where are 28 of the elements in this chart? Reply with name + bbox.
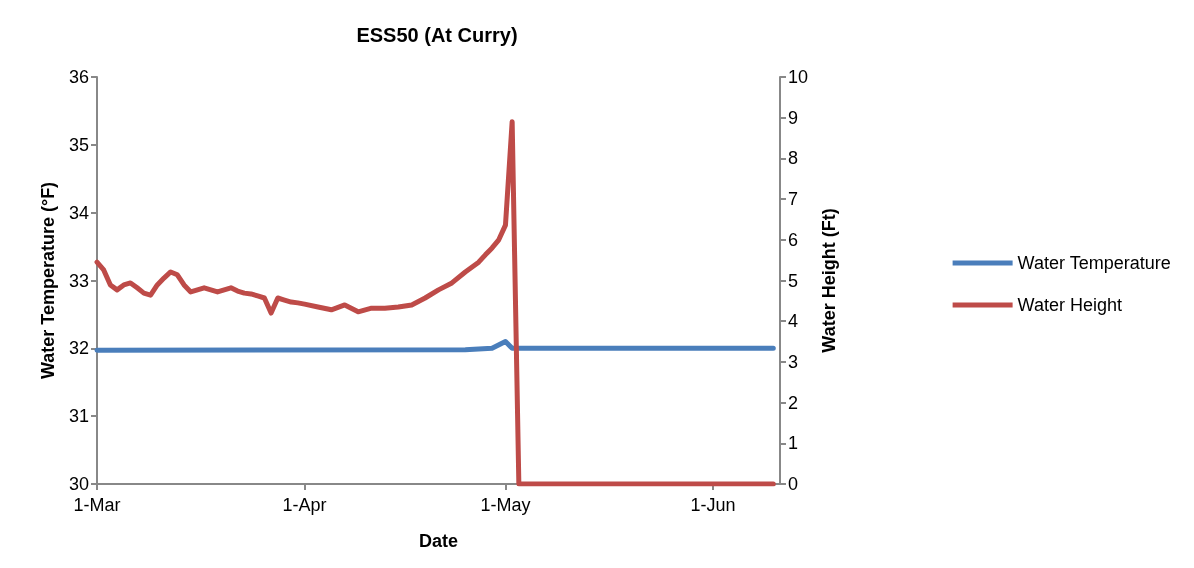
- y-tick-label: 36: [68, 67, 89, 87]
- x-tick-label: 1-Jun: [690, 495, 736, 515]
- y2-tick-label: 1: [788, 433, 799, 454]
- y2-tick-label: 4: [788, 311, 799, 332]
- chart-title: ESS50 (At Curry): [356, 24, 518, 46]
- y-tick-label: 31: [68, 406, 89, 427]
- x-tick-label: 1-Apr: [282, 495, 327, 515]
- y2-tick-label: 8: [788, 148, 799, 169]
- y2-tick-label: 7: [788, 189, 799, 210]
- y2-tick-label: 0: [788, 474, 799, 494]
- y2-tick-label: 3: [788, 351, 799, 372]
- y-tick-label: 32: [68, 338, 89, 359]
- y2-axis-title: Water Height (Ft): [819, 208, 839, 353]
- y2-tick-label: 2: [788, 392, 799, 413]
- y-tick-label: 34: [68, 202, 89, 223]
- y2-tick-label: 6: [788, 229, 799, 250]
- legend-label: Water Temperature: [1017, 253, 1171, 273]
- y-tick-label: 33: [68, 270, 89, 291]
- y2-tick-label: 5: [788, 270, 799, 291]
- y2-tick-label: 10: [788, 67, 809, 87]
- y-axis-title: Water Temperature (°F): [38, 181, 58, 380]
- x-tick-label: 1-May: [480, 495, 531, 515]
- y-tick-label: 35: [68, 134, 89, 155]
- x-tick-label: 1-Mar: [73, 495, 121, 515]
- y-tick-label: 30: [68, 474, 89, 494]
- legend-label: Water Height: [1017, 295, 1122, 315]
- x-axis-title: Date: [418, 531, 459, 551]
- y2-tick-label: 9: [788, 107, 799, 128]
